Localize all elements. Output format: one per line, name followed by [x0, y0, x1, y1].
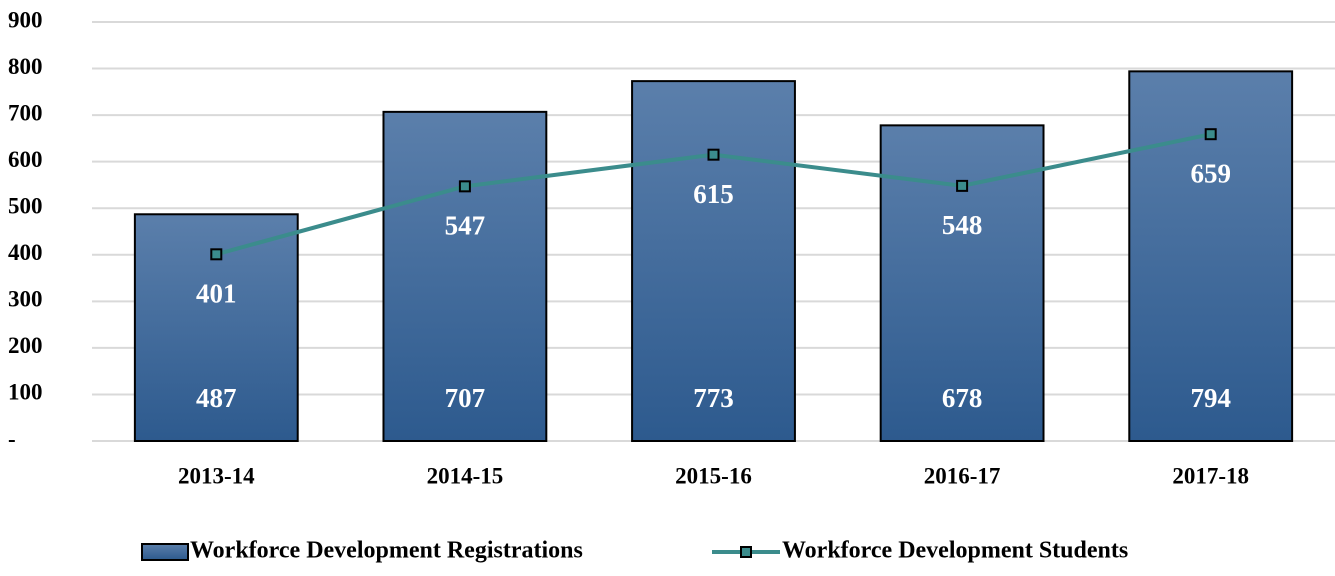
y-tick-label: - [8, 426, 16, 451]
y-tick-label: 300 [8, 287, 43, 312]
x-tick-label: 2014-15 [427, 463, 504, 488]
line-marker [210, 248, 223, 261]
y-tick-label: 400 [8, 240, 43, 265]
x-tick-label: 2017-18 [1172, 463, 1249, 488]
y-tick-label: 200 [8, 333, 43, 358]
y-tick-label: 500 [8, 194, 43, 219]
y-tick-label: 600 [8, 147, 43, 172]
bar [631, 80, 796, 443]
line-marker [707, 148, 720, 161]
line-marker [956, 179, 969, 192]
y-tick-label: 100 [8, 380, 43, 405]
line-marker [1204, 128, 1217, 141]
y-tick-label: 800 [8, 54, 43, 79]
line-value-label: 547 [445, 211, 486, 241]
y-tick-label: 900 [8, 7, 43, 32]
line-value-label: 615 [693, 179, 734, 209]
line-value-label: 659 [1190, 158, 1231, 188]
bar-value-label: 707 [445, 383, 486, 413]
x-tick-label: 2013-14 [178, 463, 255, 488]
x-tick-label: 2016-17 [924, 463, 1001, 488]
legend-swatch [141, 543, 189, 561]
line-value-label: 401 [196, 279, 237, 309]
bar-value-label: 794 [1190, 383, 1231, 413]
bar-value-label: 678 [942, 383, 983, 413]
bar [382, 110, 548, 442]
x-tick-label: 2015-16 [675, 463, 752, 488]
line-value-label: 548 [942, 210, 983, 240]
bar-value-label: 773 [693, 383, 734, 413]
line-marker [458, 180, 471, 193]
legend-label: Workforce Development Students [782, 538, 1128, 564]
bar-value-label: 487 [196, 383, 237, 413]
legend-label: Workforce Development Registrations [190, 538, 583, 564]
legend-marker [740, 546, 752, 558]
y-tick-label: 700 [8, 100, 43, 125]
